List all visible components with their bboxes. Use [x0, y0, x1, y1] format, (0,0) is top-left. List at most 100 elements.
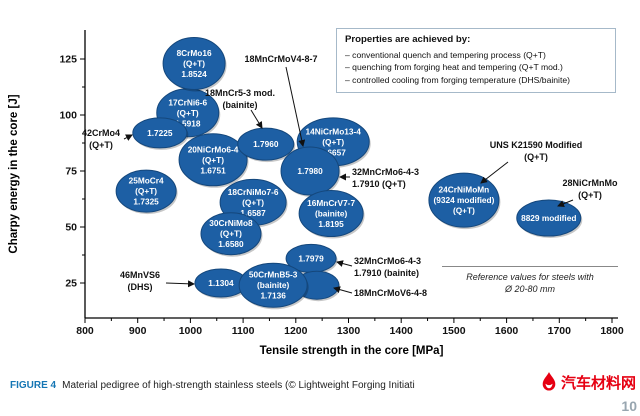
x-tick-label: 1500 — [442, 325, 466, 337]
bubble-label: 1.7979 — [298, 253, 324, 263]
reference-note: Reference values for steels with Ø 20-80… — [442, 266, 618, 295]
bubble-50CrMnB5-3: 50CrMnB5-3(bainite)1.7136 — [238, 262, 309, 310]
bubble-1.7979: 1.7979 — [285, 243, 338, 275]
bubble-label: (Q+T) — [453, 206, 475, 216]
x-tick-label: 1800 — [600, 325, 624, 337]
annotation-leader — [285, 66, 306, 147]
bubble-ellipse — [237, 127, 295, 161]
annotation-text: UNS K21590 Modified — [490, 140, 583, 150]
x-tick-label: 1200 — [284, 325, 308, 337]
ann-46MnVS6: 46MnVS6 (DHS) — [120, 270, 195, 292]
annotation-text: 42CrMo4 — [82, 128, 120, 138]
bubble-label: 16MnCrV7-7 — [307, 198, 355, 208]
figure-caption: FIGURE 4 Material pedigree of high-streng… — [10, 380, 518, 391]
bubble-1.7980: 1.7980 — [280, 146, 341, 197]
x-tick-label: 1000 — [179, 325, 203, 337]
x-tick-label: 800 — [76, 325, 94, 337]
bubble-label: 1.7136 — [260, 291, 286, 301]
ann-18MnCrMoV4-8-7: 18MnCrMoV4-8-7 — [244, 54, 318, 147]
bubble-ellipse — [516, 199, 582, 237]
annotation-text: (Q+T) — [578, 190, 602, 200]
ann-18MnCrMoV6-4-8: 18MnCrMoV6-4-8 — [333, 286, 427, 298]
bubble-16MnCrV7-7: 16MnCrV7-7(bainite)1.8195 — [298, 190, 365, 239]
x-tick-label: 1600 — [495, 325, 519, 337]
annotation-text: 28NiCrMnMo — [562, 178, 618, 188]
x-tick-label: 1400 — [390, 325, 414, 337]
bubble-ellipse — [178, 133, 248, 187]
annotation-text: 32MnCrMo6-4-3 — [352, 167, 419, 177]
annotation-text: 32MnCrMo6-4-3 — [354, 256, 421, 266]
ann-42CrMo4: 42CrMo4 (Q+T) — [82, 128, 133, 150]
bubble-label: 1.1304 — [208, 278, 234, 288]
x-tick-label: 1300 — [337, 325, 361, 337]
bubble-label: 30CrNiMo8 — [209, 218, 253, 228]
ann-28NiCrMnMo: 28NiCrMnMo (Q+T) — [557, 178, 618, 208]
y-tick-label: 125 — [59, 54, 77, 66]
bubble-label: 24CrNiMoMn — [439, 185, 490, 195]
bubble-20NiCrMo6-4: 20NiCrMo6-4(Q+T)1.6751 — [178, 133, 249, 188]
bubble-ellipse — [200, 212, 262, 256]
bubble-ellipse — [238, 262, 308, 308]
bubble-1.7225: 1.7225 — [132, 117, 189, 150]
bubble-label: 1.6657 — [321, 147, 347, 157]
annotation-text: (Q+T) — [89, 140, 113, 150]
bubble-label: (Q+T) — [220, 229, 242, 239]
bubble-ellipse — [280, 146, 340, 196]
bubble-ellipse — [115, 169, 177, 213]
bubble-label: 1.6751 — [200, 165, 226, 175]
y-tick-label: 75 — [65, 166, 77, 178]
bubble-ellipse — [162, 36, 226, 90]
bubble-label: (Q+T) — [322, 137, 344, 147]
bubble-label: (bainite) — [257, 280, 290, 290]
bubble-label: 18CrNiMo7-6 — [228, 187, 279, 197]
bubble-label: 8829 modified — [521, 213, 576, 223]
annotation-text: 1.7910 (bainite) — [354, 268, 419, 278]
annotation-text: 18MnCrMoV4-8-7 — [244, 54, 317, 64]
annotation-leader — [336, 260, 353, 267]
annotation-text: 18MnCrMoV6-4-8 — [354, 288, 427, 298]
bubble-label: 1.7980 — [297, 166, 323, 176]
y-tick-label: 25 — [65, 278, 77, 290]
bubble-label: (Q+T) — [202, 155, 224, 165]
reference-note-line1: Reference values for steels with — [466, 272, 594, 282]
y-axis-title: Charpy energy in the core [J] — [8, 94, 20, 253]
legend-item-qt: – conventional quench and tempering proc… — [345, 49, 546, 60]
bubble-label: (Q+T) — [242, 197, 264, 207]
bubble-label: 14NiCrMo13-4 — [306, 126, 362, 136]
figure-caption-label: FIGURE 4 — [10, 380, 57, 391]
annotation-leader — [250, 109, 263, 129]
bubble-label: 1.7960 — [253, 139, 279, 149]
bubble-ellipse — [428, 172, 500, 228]
bubble-24CrNiMoMn: 24CrNiMoMn(9324 modified)(Q+T) — [428, 172, 501, 230]
bubble-label: (Q+T) — [135, 186, 157, 196]
bubble-label: 50CrMnB5-3 — [249, 270, 298, 280]
x-tick-label: 1100 — [232, 325, 255, 337]
annotation-leader — [557, 199, 574, 208]
annotation-text: 18MnCr5-3 mod. — [205, 88, 275, 98]
watermark-text: 汽车材料网 — [560, 374, 636, 392]
y-tick-label: 100 — [59, 110, 77, 122]
bubble-8829-modified: 8829 modified — [516, 199, 583, 239]
bubble-ellipse — [298, 190, 364, 238]
bubble-30CrNiMo8: 30CrNiMo8(Q+T)1.6580 — [200, 212, 263, 257]
figure-caption-text: Material pedigree of high-strength stain… — [62, 380, 415, 391]
bubble-label: (9324 modified) — [433, 195, 494, 205]
bubble-label: 8CrMo16 — [177, 48, 212, 58]
bubble-label: 1.8524 — [181, 69, 207, 79]
legend-item-dhs-bainite: – controlled cooling from forging temper… — [345, 74, 570, 85]
bubble-label: (Q+T) — [177, 108, 199, 118]
x-tick-label: 900 — [129, 325, 147, 337]
watermark-logo-icon — [542, 372, 556, 391]
bubble-label: 1.5918 — [175, 118, 201, 128]
annotation-leader — [480, 161, 509, 184]
annotation-text: 46MnVS6 — [120, 270, 160, 280]
bubble-label: 20NiCrMo6-4 — [188, 144, 239, 154]
bubble-label: 1.6587 — [240, 208, 266, 218]
annotation-text: 1.7910 (Q+T) — [352, 179, 406, 189]
annotation-leader — [123, 134, 133, 141]
bubble-label: 1.7225 — [147, 128, 173, 138]
ann-32MnCrMo6-4-3-qt: 32MnCrMo6-4-3 1.7910 (Q+T) — [339, 167, 419, 189]
bubble-ellipse — [132, 117, 188, 149]
bubble-25MoCr4: 25MoCr4(Q+T)1.7325 — [115, 169, 178, 215]
